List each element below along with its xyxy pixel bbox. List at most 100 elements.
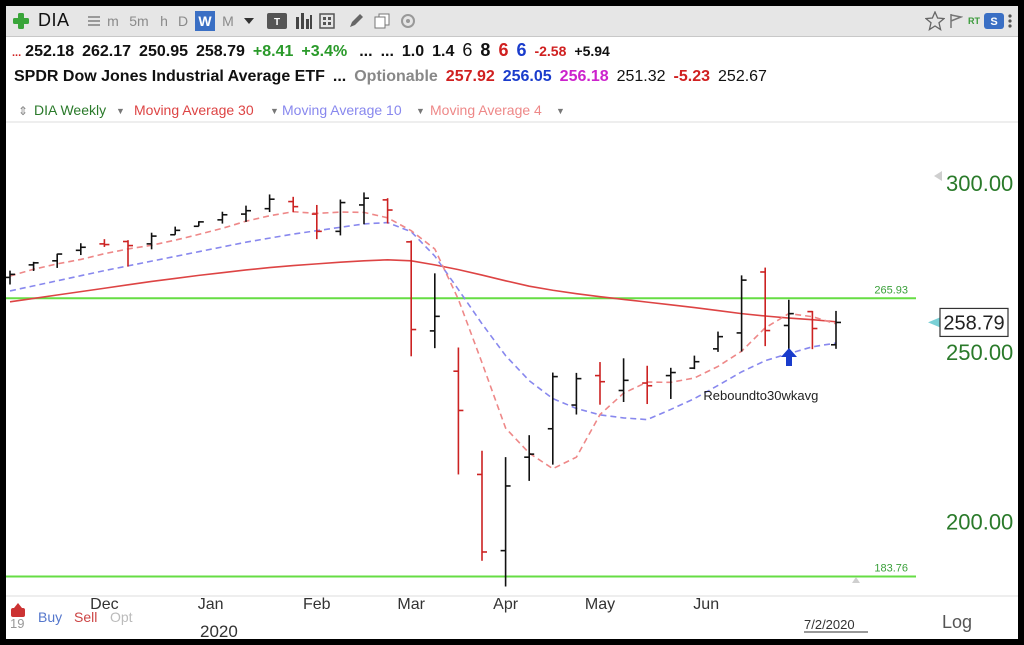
ohlc-bar (382, 198, 393, 224)
ohlc-bar (595, 362, 605, 405)
ohlc-bar (123, 240, 133, 267)
chevron-down-icon[interactable] (242, 11, 256, 31)
bar-chart-icon[interactable] (294, 11, 314, 31)
ohlc-bar (6, 270, 15, 285)
period-minute[interactable]: m (107, 13, 119, 29)
buy-button[interactable]: Buy (38, 609, 62, 625)
ohlc-bar (406, 240, 417, 357)
copy-icon[interactable] (372, 11, 392, 31)
ohlc-bar (359, 192, 369, 225)
chevron-down-icon: ▼ (556, 106, 565, 116)
scroll-triangle-icon[interactable] (852, 577, 860, 583)
price-chart[interactable]: 265.93 183.76 300.00 250.00 200.00 258.79 De… (6, 6, 1018, 639)
period-weekly[interactable]: W (195, 11, 215, 31)
ohlc-bar (170, 226, 181, 236)
low-price: 250.95 (139, 43, 188, 60)
horizontal-levels: 265.93 183.76 (6, 284, 916, 578)
value-2: 1.4 (432, 43, 455, 60)
pencil-icon[interactable] (346, 11, 366, 31)
legend-ma30-label: Moving Average 30 (134, 102, 254, 118)
ohlc-bar (665, 367, 676, 399)
scroll-up-icon[interactable] (934, 171, 942, 181)
year-label: 2020 (200, 622, 238, 639)
ma4-line (9, 210, 837, 470)
quote2-value-1: 257.92 (445, 68, 495, 85)
study-legend: ⇕ DIA Weekly ▼ Moving Average 30 ▼ Movin… (6, 100, 1018, 120)
add-symbol-icon[interactable] (12, 12, 30, 30)
legend-series[interactable]: ⇕ DIA Weekly ▼ (18, 102, 125, 118)
legend-ma4[interactable]: Moving Average 4 ▼ (430, 102, 565, 118)
quote2-value-4: 251.32 (616, 68, 666, 85)
sell-button[interactable]: Sell (74, 609, 97, 625)
last-price: 258.79 (195, 43, 245, 60)
x-tick-label: Jun (693, 596, 719, 613)
value-6: 6 (516, 40, 527, 60)
legend-ma30[interactable]: Moving Average 30 ▼ (134, 102, 279, 118)
chevron-down-icon: ▼ (270, 106, 279, 116)
ohlc-bar (713, 331, 723, 352)
legend-ma10[interactable]: Moving Average 10 ▼ (282, 102, 425, 118)
x-tick-label: Feb (303, 596, 331, 613)
ohlc-bar (571, 372, 582, 415)
dots-b: ... (380, 43, 394, 60)
log-toggle[interactable]: Log (942, 612, 972, 632)
x-axis: Dec Jan Feb Mar Apr May Jun (90, 596, 719, 613)
ohlc-bar (477, 450, 487, 561)
y-axis: 300.00 250.00 200.00 258.79 (928, 171, 1013, 535)
period-hour[interactable]: h (160, 13, 168, 29)
toolbar: DIA m 5m h D W M T (6, 6, 1018, 37)
value-3: 6 (462, 40, 473, 60)
ohlc-bar (146, 232, 157, 250)
period-5min[interactable]: 5m (129, 13, 149, 29)
trade-icon[interactable] (11, 603, 25, 617)
period-monthly[interactable]: M (222, 13, 234, 29)
x-tick-label: Apr (493, 596, 519, 613)
value-7: -2.58 (534, 43, 567, 59)
dots-c: ... (332, 68, 347, 85)
moving-averages (9, 210, 837, 470)
symbol-title[interactable]: DIA (38, 10, 70, 30)
last-price-marker-icon (928, 317, 940, 328)
ohlc-bar (618, 358, 629, 402)
realtime-icon[interactable]: RT (968, 16, 980, 26)
ohlc-bar (760, 267, 771, 347)
legend-ma4-label: Moving Average 4 (430, 102, 542, 118)
last-price-box (939, 307, 1009, 338)
period-daily[interactable]: D (177, 13, 189, 29)
app-window: DIA m 5m h D W M T (6, 6, 1018, 639)
calculator-icon[interactable] (318, 11, 338, 31)
ohlc-bar (807, 310, 818, 350)
x-tick-label: Jan (198, 596, 224, 613)
svg-text:S: S (990, 16, 997, 28)
security-name: SPDR Dow Jones Industrial Average ETF (14, 68, 325, 85)
quote2-value-5: -5.23 (673, 68, 711, 85)
ohlc-bar (524, 435, 535, 481)
ohlc-bar (288, 196, 299, 213)
list-icon[interactable] (86, 11, 102, 31)
overflow-icon[interactable] (1004, 11, 1016, 31)
text-tool-icon[interactable]: T (266, 11, 288, 31)
quote-line-2: SPDR Dow Jones Industrial Average ETF ..… (6, 68, 775, 90)
updown-icon: ⇕ (18, 104, 28, 118)
ohlc-bar (28, 261, 39, 271)
share-icon[interactable]: S (984, 11, 1004, 31)
quote2-value-3: 256.18 (559, 68, 609, 85)
svg-text:T: T (274, 17, 280, 28)
ohlc-bar (75, 243, 86, 256)
settings-icon[interactable] (398, 11, 418, 31)
ohlc-bar (429, 273, 440, 349)
opt-button[interactable]: Opt (110, 609, 133, 625)
flag-icon[interactable] (948, 11, 964, 31)
star-icon[interactable] (924, 11, 946, 31)
x-tick-label: Mar (397, 596, 425, 613)
pct-change: +3.4% (301, 43, 348, 60)
ohlc-bar (453, 347, 464, 475)
current-date: 7/2/2020 (804, 617, 855, 632)
ohlc-bar (500, 457, 511, 587)
legend-ma10-label: Moving Average 10 (282, 102, 402, 118)
ohlc-bars (6, 192, 841, 587)
chevron-down-icon: ▼ (416, 106, 425, 116)
ohlc-bar (264, 194, 275, 213)
quote2-value-6: 252.67 (718, 68, 767, 85)
optionable-label[interactable]: Optionable (354, 68, 438, 85)
